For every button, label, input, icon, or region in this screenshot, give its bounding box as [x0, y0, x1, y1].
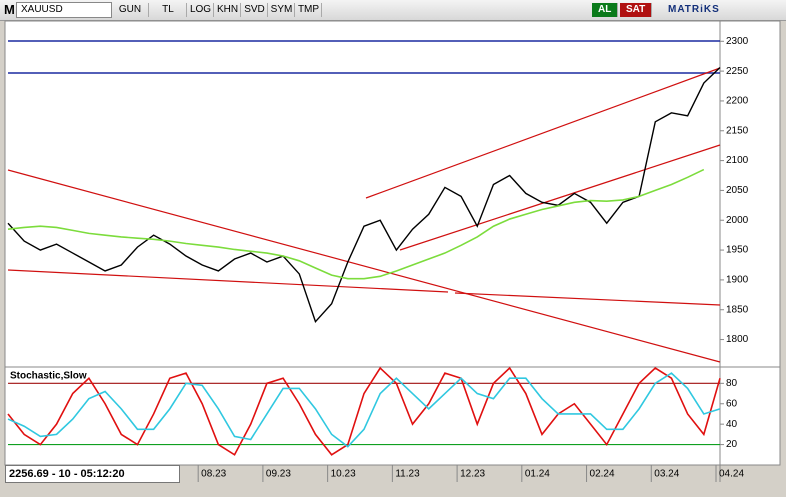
logo: M [4, 2, 15, 17]
y-tick-label: 2300 [726, 36, 749, 47]
y-tick-label: 1950 [726, 245, 749, 256]
y-tick-label: 20 [726, 439, 738, 450]
y-tick-label: 60 [726, 398, 738, 409]
trend-line [7, 269, 449, 293]
brand: MATRiKS [668, 4, 720, 15]
x-tick-label: 12.23 [460, 469, 485, 480]
trend-line [365, 67, 721, 199]
y-tick-label: 2000 [726, 215, 749, 226]
toolbar-button[interactable]: LOG [188, 3, 214, 17]
toolbar-button[interactable]: SYM [269, 3, 295, 17]
toolbar-button[interactable]: KHN [215, 3, 241, 17]
buy-button[interactable]: AL [592, 3, 619, 17]
symbol-field[interactable]: XAUUSD [16, 2, 112, 18]
toolbar: M XAUUSD GUN TL LOG KHN SVD SYM TMP AL SAT MAT… [0, 0, 786, 21]
y-tick-label: 2050 [726, 185, 749, 196]
horizontal-lines [8, 40, 720, 74]
x-tick-label: 10.23 [331, 469, 356, 480]
x-tick-label: 02.24 [590, 469, 615, 480]
x-tick-label: 11.23 [395, 469, 420, 480]
x-tick-label: 09.23 [266, 469, 291, 480]
x-tick-label: 03.24 [654, 469, 679, 480]
y-tick-label: 2250 [726, 66, 749, 77]
toolbar-button[interactable]: TL [150, 3, 187, 17]
x-tick-label: 01.24 [525, 469, 550, 480]
panel-title: Stochastic,Slow [10, 371, 87, 382]
y-tick-label: 1850 [726, 304, 749, 315]
trend-line [7, 169, 721, 363]
series-line [7, 366, 721, 456]
y-tick-label: 2150 [726, 125, 749, 136]
x-tick-label: 04.24 [719, 469, 744, 480]
y-tick-label: 1900 [726, 275, 749, 286]
trend-lines [7, 67, 721, 363]
toolbar-button[interactable]: SVD [242, 3, 268, 17]
series-line [7, 372, 721, 448]
trend-line [399, 144, 721, 251]
y-tick-label: 2100 [726, 155, 749, 166]
series-line [7, 67, 721, 324]
sell-button[interactable]: SAT [620, 3, 653, 17]
trend-line [454, 292, 721, 306]
y-tick-label: 40 [726, 419, 738, 430]
x-tick-label: 08.23 [201, 469, 226, 480]
y-tick-label: 2200 [726, 96, 749, 107]
y-tick-label: 1800 [726, 334, 749, 345]
y-tick-label: 80 [726, 378, 738, 389]
toolbar-button[interactable]: GUN [112, 3, 149, 17]
toolbar-button[interactable]: TMP [296, 3, 322, 17]
status-box: 2256.69 - 10 - 05:12:20 [5, 465, 180, 483]
series-line [7, 168, 705, 280]
